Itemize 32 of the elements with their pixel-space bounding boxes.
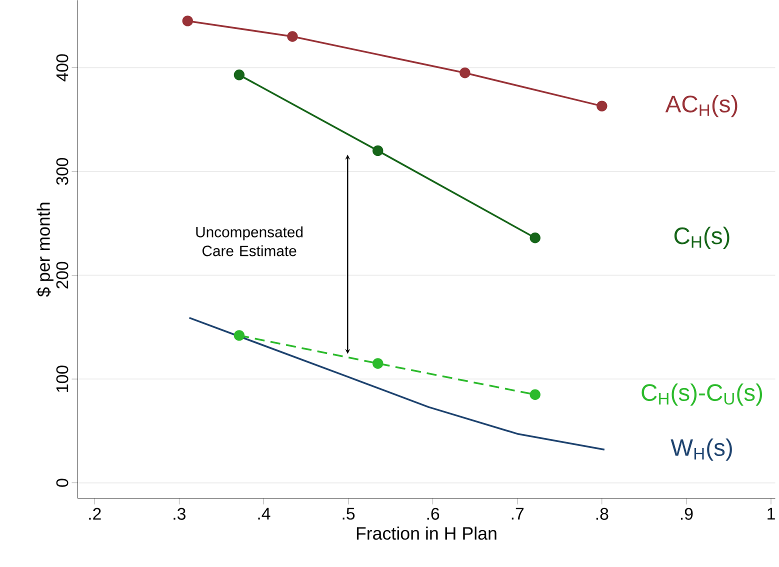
point <box>460 67 470 78</box>
x-tick-label: .7 <box>512 508 524 520</box>
text: C$_{H}$(s) <box>674 226 730 249</box>
x-tick-label: .5 <box>342 508 355 520</box>
text: C$_{H}$(s)-C$_{U}$(s) <box>642 383 762 406</box>
y-tick-label: 100 <box>56 366 68 392</box>
annotation: Uncompensated Care Estimate <box>196 226 303 256</box>
text: W$_{H}$(s) <box>670 438 732 461</box>
point <box>530 389 540 400</box>
point <box>372 358 384 369</box>
x-axis-title: Fraction in H Plan <box>356 526 496 540</box>
point <box>182 16 193 26</box>
y-tick-label: 0 <box>56 478 68 487</box>
y-tick-label: 200 <box>56 262 68 288</box>
y-axis-title: $ per month <box>36 202 54 297</box>
point <box>287 31 298 42</box>
point <box>530 232 540 244</box>
text: AC$_{H}$(s) <box>665 94 738 118</box>
point <box>596 100 608 112</box>
x-tick-label: 1 <box>768 508 775 520</box>
x-tick-label: .3 <box>174 508 186 520</box>
x-tick-label: .6 <box>427 508 440 520</box>
point <box>234 69 245 80</box>
x-tick-label: .2 <box>89 508 101 520</box>
x-tick-label: .8 <box>596 508 608 520</box>
x-tick-label: .4 <box>258 508 270 520</box>
y-tick-label: 400 <box>56 54 68 82</box>
x-tick-label: .9 <box>680 508 693 520</box>
point <box>372 145 384 156</box>
point <box>234 330 245 341</box>
y-tick-label: 300 <box>56 158 68 185</box>
line-series <box>188 316 606 450</box>
